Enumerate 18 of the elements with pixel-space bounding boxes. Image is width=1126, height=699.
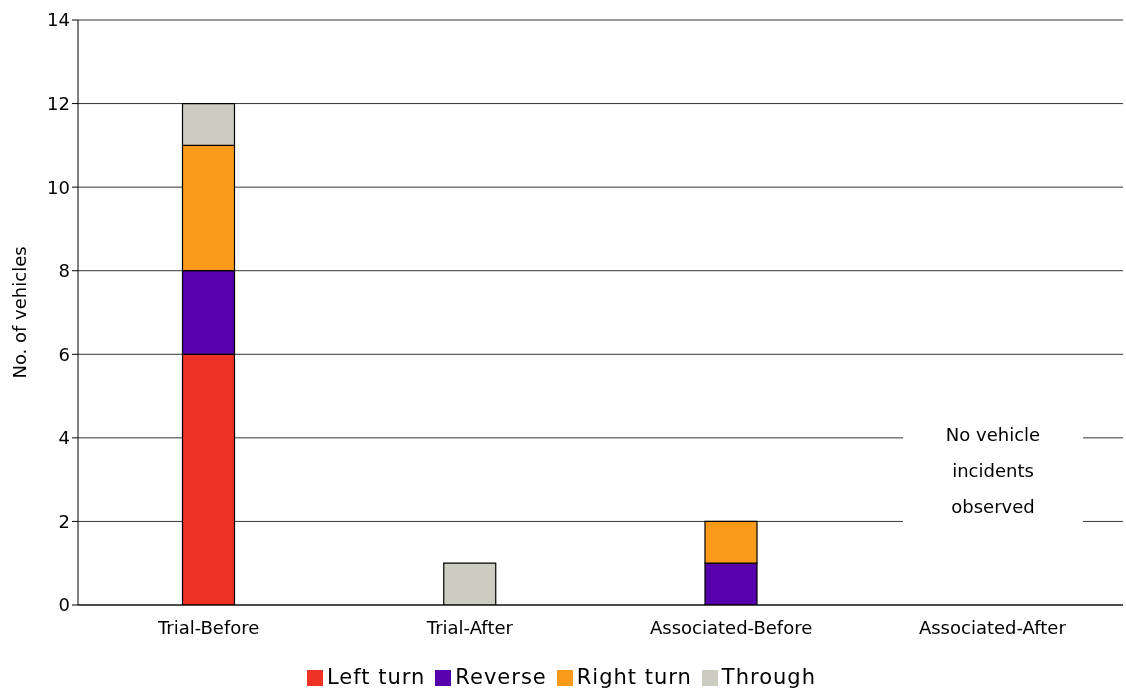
legend-label: Through xyxy=(721,665,816,689)
y-tick-label: 2 xyxy=(58,510,70,532)
y-tick-label: 0 xyxy=(58,594,70,616)
x-tick-label: Trial-After xyxy=(425,616,514,638)
y-tick-label: 6 xyxy=(58,343,70,365)
legend-label: Left turn xyxy=(327,665,426,689)
y-tick-label: 14 xyxy=(47,9,70,31)
annotation: No vehicle incidents observed xyxy=(903,417,1083,525)
x-tick-label: Associated-Before xyxy=(649,616,813,638)
legend-label: Right turn xyxy=(576,665,692,689)
x-tick-label: Associated-After xyxy=(918,616,1067,638)
y-tick-label: 4 xyxy=(58,427,70,449)
y-tick-label: 12 xyxy=(47,92,70,114)
y-tick-label: 8 xyxy=(58,260,70,282)
y-axis-title: No. of vehicles xyxy=(9,246,31,379)
y-tick-label: 10 xyxy=(47,176,70,198)
x-tick-label: Trial-Before xyxy=(156,616,260,638)
legend-label: Reverse xyxy=(455,665,547,689)
